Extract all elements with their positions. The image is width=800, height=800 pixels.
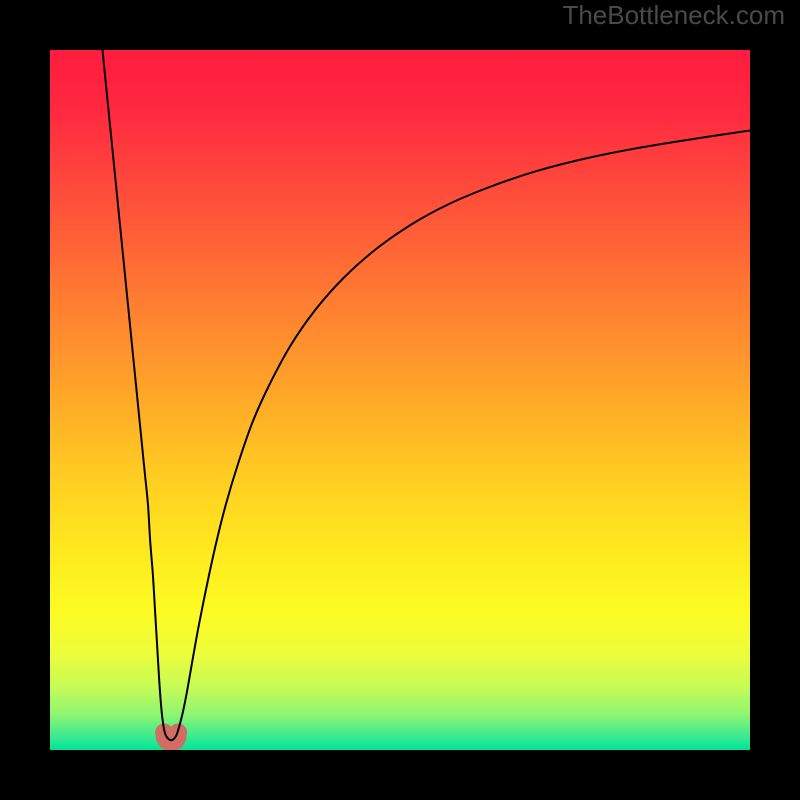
bottleneck-curve — [103, 50, 751, 740]
watermark-label: TheBottleneck.com — [562, 0, 785, 31]
bottleneck-curve-chart — [0, 0, 800, 800]
